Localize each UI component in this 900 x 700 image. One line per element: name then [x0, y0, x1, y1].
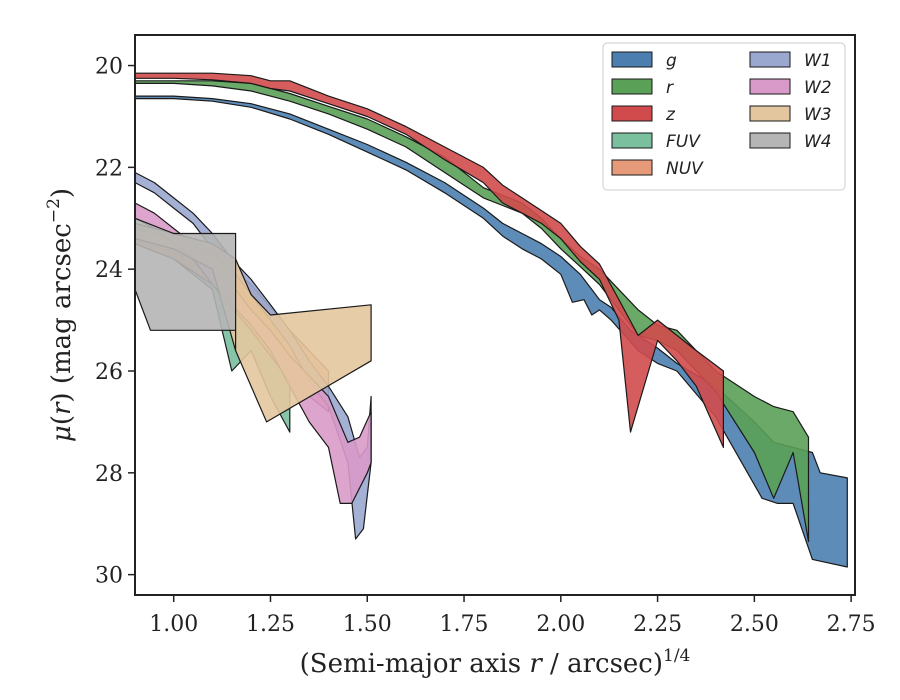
legend-item-r: r	[611, 78, 674, 98]
y-tick-label: 30	[95, 564, 123, 589]
legend-label: g	[666, 51, 677, 71]
band-g	[135, 95, 848, 568]
legend-swatch	[611, 51, 653, 68]
band-layer	[135, 72, 848, 568]
legend-swatch	[611, 159, 653, 176]
x-axis-label: (Semi-major axis r / arcsec)1/4	[300, 646, 691, 679]
legend-item-w1: W1	[749, 51, 832, 71]
y-axis-ticks: 20 22 24 26 28 30	[95, 55, 135, 589]
legend-item-z: z	[611, 105, 676, 125]
legend-swatch	[611, 78, 653, 95]
x-tick-label: 1.50	[343, 612, 392, 637]
legend-swatch	[749, 132, 791, 149]
legend-swatch	[749, 51, 791, 68]
legend-item-w4: W4	[749, 132, 832, 152]
legend-label: W3	[804, 105, 832, 125]
legend-item-g: g	[611, 51, 677, 71]
y-tick-label: 24	[95, 258, 123, 283]
legend: grz FUV NUV W1 W2 W3 W4	[602, 42, 846, 191]
legend-label: FUV	[666, 132, 701, 152]
x-tick-label: 2.75	[827, 612, 876, 637]
legend-swatch	[611, 105, 653, 122]
legend-item-w2: W2	[749, 78, 832, 98]
y-tick-label: 28	[95, 462, 123, 487]
legend-label: W1	[804, 51, 832, 71]
legend-label: W4	[804, 132, 832, 152]
legend-swatch	[749, 105, 791, 122]
legend-label: W2	[804, 78, 832, 98]
legend-swatch	[749, 78, 791, 95]
x-tick-label: 1.00	[149, 612, 198, 637]
legend-label: NUV	[666, 159, 704, 179]
x-tick-label: 1.25	[246, 612, 295, 637]
plot-border	[134, 34, 856, 596]
y-axis-label: μ(r) (mag arcsec−2)	[44, 188, 77, 442]
legend-item-w3: W3	[749, 105, 832, 125]
band-w4	[135, 217, 237, 352]
x-tick-label: 2.25	[633, 612, 682, 637]
x-tick-label: 2.00	[536, 612, 585, 637]
x-axis-ticks: 1.00 1.25 1.50 1.75 2.00 2.25 2.50 2.75	[149, 595, 876, 637]
legend-item-nuv: NUV	[611, 159, 704, 179]
y-tick-label: 22	[95, 156, 123, 181]
y-tick-label: 20	[95, 55, 123, 80]
y-tick-label: 26	[95, 360, 123, 385]
x-tick-label: 2.50	[730, 612, 779, 637]
legend-item-fuv: FUV	[611, 132, 701, 152]
legend-label: z	[665, 105, 676, 125]
x-tick-label: 1.75	[440, 612, 489, 637]
legend-label: r	[666, 78, 674, 98]
legend-swatch	[611, 132, 653, 149]
band-z	[135, 72, 725, 448]
